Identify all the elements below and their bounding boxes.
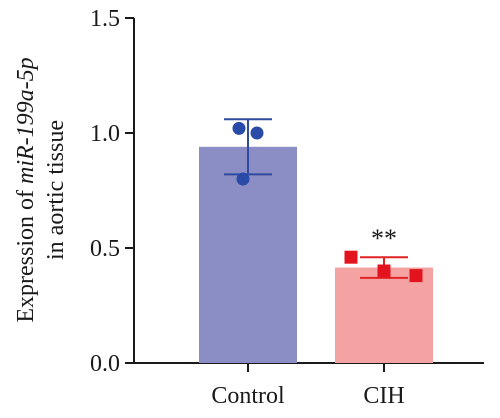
data-point: [236, 172, 250, 186]
data-point: [232, 121, 246, 135]
x-tick-label: CIH: [363, 383, 404, 409]
data-point: [344, 250, 358, 264]
y-tick-label: 1.0: [90, 121, 120, 147]
y-axis-label-gene: miR-199a-5p: [13, 57, 39, 184]
data-point: [377, 264, 391, 278]
tick-labels: 0.0 0.5 1.0 1.5 Control CIH **: [90, 6, 405, 409]
data-point: [250, 126, 264, 140]
y-axis-label-prefix: Expression of: [13, 184, 39, 323]
y-axis-label: Expression of miR-199a-5p in aortic tiss…: [13, 57, 69, 322]
y-tick-label: 0.5: [90, 236, 120, 262]
y-tick-label: 1.5: [90, 6, 120, 32]
y-tick-label: 0.0: [90, 351, 120, 377]
significance-label: **: [371, 224, 397, 253]
bars: [199, 146, 433, 363]
x-tick-label: Control: [211, 383, 285, 409]
y-axis-label-line2: in aortic tissue: [43, 120, 69, 260]
y-axis-label-line1: Expression of miR-199a-5p: [13, 57, 39, 322]
data-points: [232, 121, 423, 283]
data-point: [409, 269, 423, 283]
bar-cih: [335, 267, 433, 363]
